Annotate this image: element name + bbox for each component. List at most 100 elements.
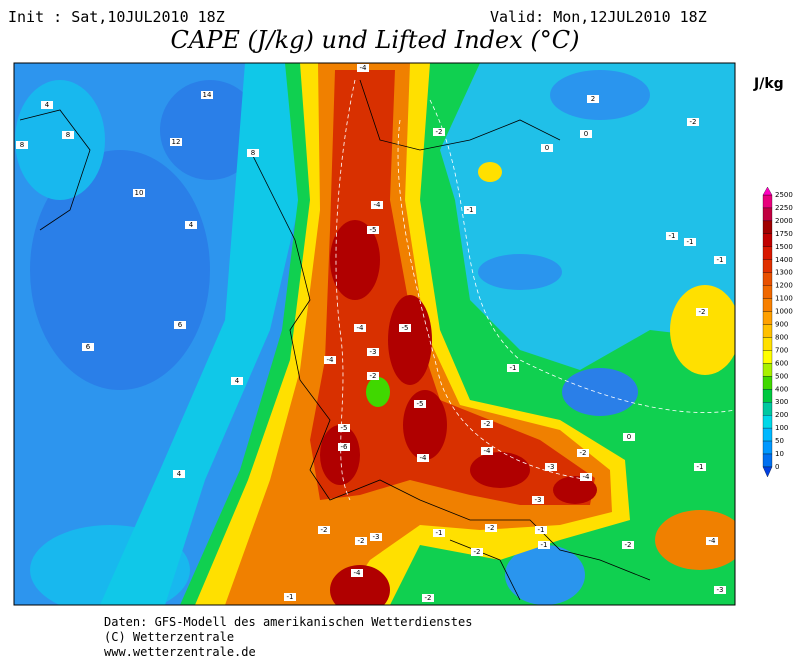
contour-label-bg bbox=[399, 324, 411, 332]
colorbar-label: 1750 bbox=[775, 230, 793, 238]
contour-label: 14 bbox=[203, 91, 212, 99]
low-cape-area bbox=[160, 80, 260, 180]
colorbar-label: 50 bbox=[775, 437, 784, 445]
contour-label: -1 bbox=[687, 238, 694, 246]
contour-label-bg bbox=[417, 454, 429, 462]
contour-label-bg bbox=[201, 91, 213, 99]
contour-label-bg bbox=[231, 377, 243, 385]
contour-label-bg bbox=[133, 189, 145, 197]
contour-label-bg bbox=[433, 128, 445, 136]
contour-label: -2 bbox=[436, 128, 443, 136]
contour-label: -2 bbox=[484, 420, 491, 428]
contour-label: -1 bbox=[538, 526, 545, 534]
contour-label-bg bbox=[481, 447, 493, 455]
contour-label-bg bbox=[714, 256, 726, 264]
contour-label-bg bbox=[185, 221, 197, 229]
colorbar-band bbox=[762, 220, 773, 234]
colorbar-band bbox=[762, 194, 773, 209]
contour-label-bg bbox=[370, 533, 382, 541]
contour-label: 8 bbox=[251, 149, 255, 157]
contour-label-bg bbox=[694, 463, 706, 471]
contour-label: -2 bbox=[425, 594, 432, 602]
low-cape-area bbox=[478, 254, 562, 290]
contour-label-bg bbox=[354, 324, 366, 332]
map-title: CAPE (J/kg) und Lifted Index (°C) bbox=[171, 26, 580, 54]
contour-label: -5 bbox=[402, 324, 409, 332]
colorbar-band bbox=[762, 246, 773, 260]
contour-label-bg bbox=[351, 569, 363, 577]
contour-label: -5 bbox=[370, 226, 377, 234]
contour-label-bg bbox=[706, 537, 718, 545]
valid-time: Valid: Mon,12JUL2010 18Z bbox=[490, 8, 707, 26]
colorbar-band bbox=[762, 453, 773, 468]
contour-label-bg bbox=[587, 95, 599, 103]
coastlines bbox=[19, 79, 651, 601]
colorbar-band bbox=[762, 427, 773, 442]
contour-label: -1 bbox=[541, 541, 548, 549]
contour-label-bg bbox=[324, 356, 336, 364]
colorbar-label: 100 bbox=[775, 424, 788, 432]
colorbar-label: 200 bbox=[775, 411, 788, 419]
contour-label-bg bbox=[338, 443, 350, 451]
contour-label-bg bbox=[464, 206, 476, 214]
contour-label: -4 bbox=[709, 537, 717, 545]
contour-label: -4 bbox=[357, 324, 365, 332]
colorbar-label: 500 bbox=[775, 372, 788, 380]
high-cape-area bbox=[330, 565, 390, 605]
colorbar-band bbox=[762, 285, 773, 299]
contour-label-bg bbox=[82, 343, 94, 351]
low-cape-area bbox=[562, 368, 638, 416]
contour-label-bg bbox=[507, 364, 519, 372]
colorbar-label: 900 bbox=[775, 321, 788, 329]
contour-label-bg bbox=[371, 201, 383, 209]
contour-label-bg bbox=[355, 537, 367, 545]
contour-label: 2 bbox=[591, 95, 595, 103]
contour-label-bg bbox=[714, 586, 726, 594]
contour-label: 12 bbox=[172, 138, 181, 146]
contour-label: -3 bbox=[370, 348, 377, 356]
colorbar-tip bbox=[762, 466, 773, 478]
contour-label: -4 bbox=[484, 447, 492, 455]
contour-label: -6 bbox=[341, 443, 349, 451]
colorbar-band bbox=[762, 207, 773, 222]
contour-label-bg bbox=[481, 420, 493, 428]
contour-label: -1 bbox=[697, 463, 704, 471]
contour-label: 4 bbox=[235, 377, 240, 385]
footer-text: www.wetterzentrale.de bbox=[104, 645, 256, 659]
contour-label-bg bbox=[367, 348, 379, 356]
contour-label-bg bbox=[338, 424, 350, 432]
high-cape-area bbox=[553, 476, 597, 504]
colorbar-band bbox=[762, 440, 773, 455]
init-time: Init : Sat,10JUL2010 18Z bbox=[8, 8, 225, 26]
colorbar-band bbox=[762, 324, 773, 338]
contour-label-bg bbox=[623, 433, 635, 441]
contour-label-bg bbox=[357, 64, 369, 72]
contour-label-bg bbox=[532, 496, 544, 504]
colorbar-label: 1200 bbox=[775, 282, 793, 290]
footer-text: (C) Wetterzentrale bbox=[104, 630, 234, 644]
cape-area bbox=[15, 80, 105, 200]
contour-label: 0 bbox=[627, 433, 631, 441]
unit-label: J/kg bbox=[753, 76, 784, 92]
map bbox=[14, 63, 735, 605]
contour-label-bg bbox=[318, 526, 330, 534]
high-cape-area bbox=[388, 295, 432, 385]
colorbar-tip bbox=[762, 186, 773, 196]
contour-label: 4 bbox=[177, 470, 182, 478]
low-cape-area bbox=[30, 150, 210, 390]
cape-area bbox=[655, 510, 735, 570]
contour-label-bg bbox=[666, 232, 678, 240]
contour-label: -2 bbox=[321, 526, 328, 534]
contour-label: -1 bbox=[467, 206, 474, 214]
contour-label: 0 bbox=[545, 144, 549, 152]
contour-label: 4 bbox=[45, 101, 50, 109]
contour-label-bg bbox=[538, 541, 550, 549]
contour-label-bg bbox=[580, 473, 592, 481]
contour-label: 6 bbox=[86, 343, 91, 351]
contour-label: -2 bbox=[358, 537, 365, 545]
colorbar-band bbox=[762, 272, 773, 286]
contour-label: -2 bbox=[690, 118, 697, 126]
contour-label-bg bbox=[173, 470, 185, 478]
contour-label: -2 bbox=[625, 541, 632, 549]
low-cape-area bbox=[550, 70, 650, 120]
